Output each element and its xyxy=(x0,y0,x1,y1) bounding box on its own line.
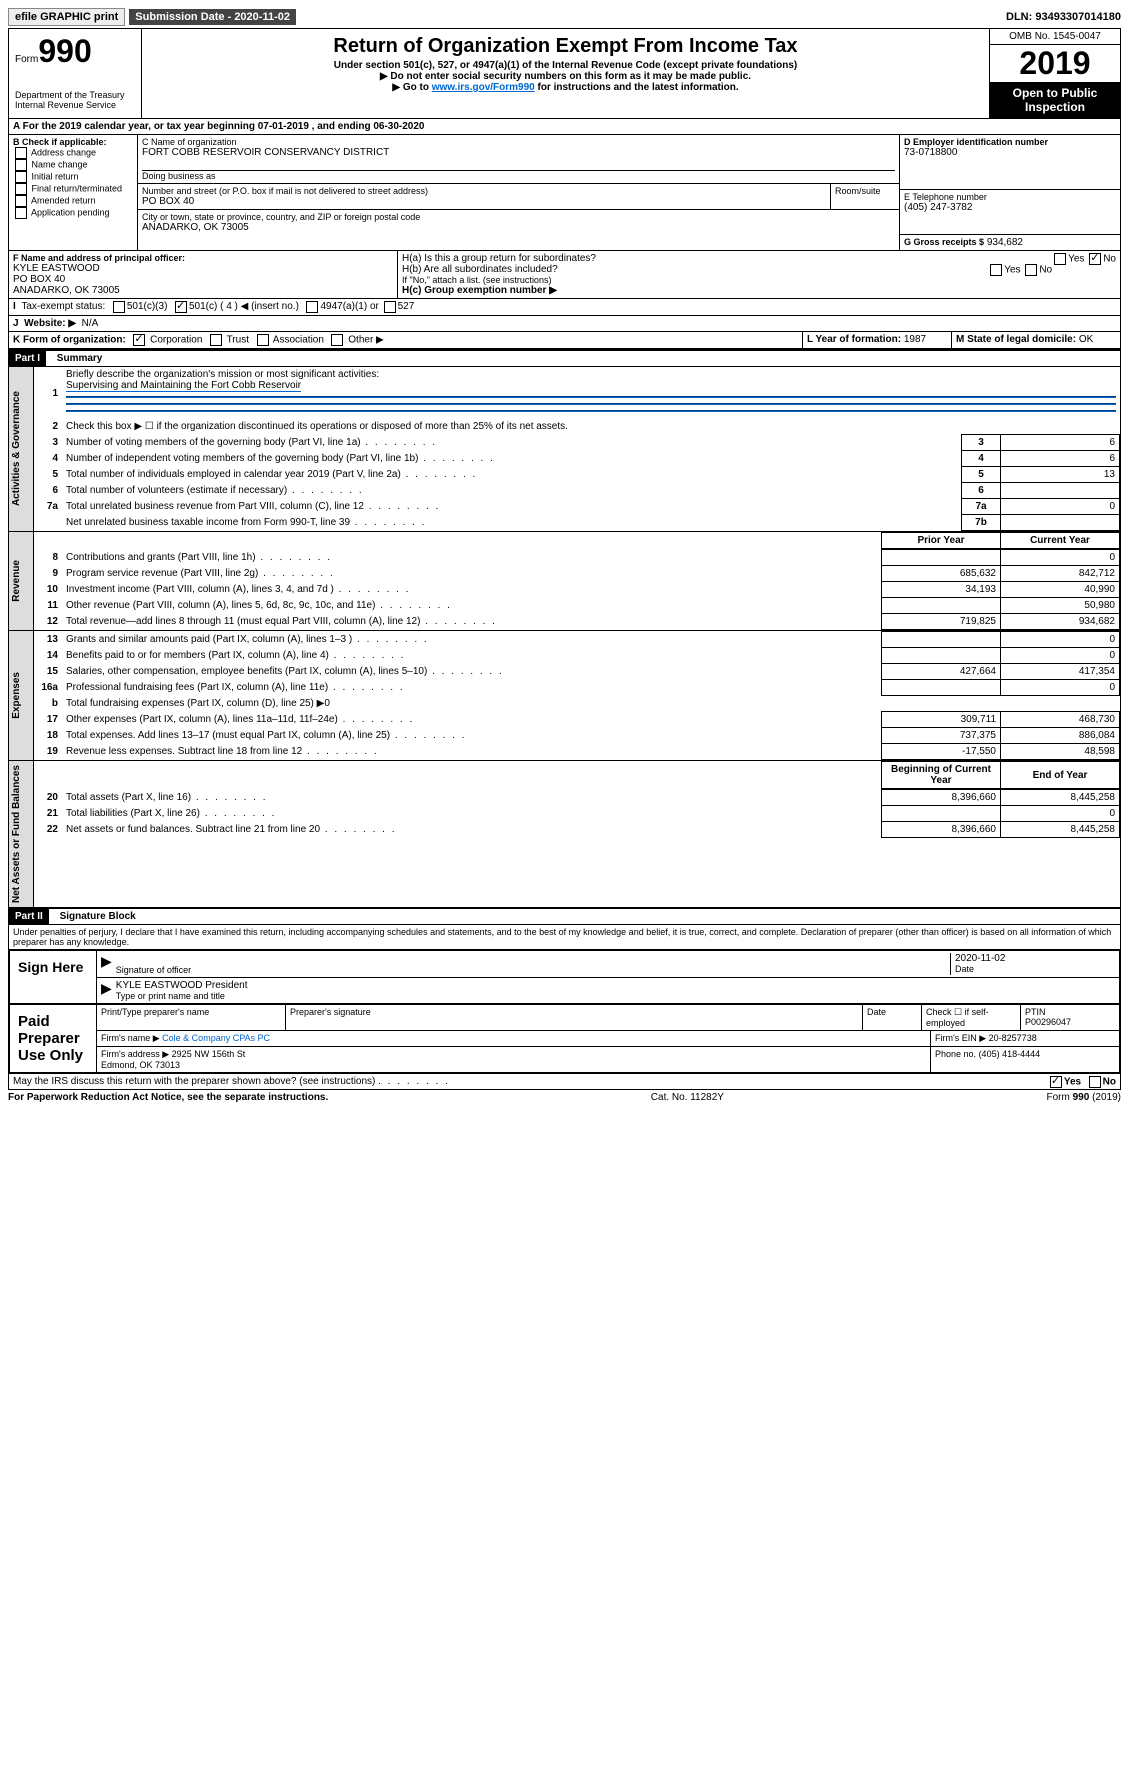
addr-label: Number and street (or P.O. box if mail i… xyxy=(142,186,826,196)
top-bar: efile GRAPHIC print Submission Date - 20… xyxy=(8,8,1121,26)
k-label: K Form of organization: xyxy=(13,335,126,346)
checkbox-initial-return: Initial return xyxy=(13,171,133,183)
form-title: Return of Organization Exempt From Incom… xyxy=(146,35,985,58)
part2-header: Part II xyxy=(9,909,49,924)
side-expenses: Expenses xyxy=(9,668,24,723)
website: N/A xyxy=(82,318,99,329)
officer-addr2: ANADARKO, OK 73005 xyxy=(13,285,393,296)
state-domicile: OK xyxy=(1079,334,1093,345)
hb-yes[interactable] xyxy=(990,264,1002,276)
hb-note: If "No," attach a list. (see instruction… xyxy=(402,275,1116,285)
checkbox-amended-return: Amended return xyxy=(13,195,133,207)
firm-name[interactable]: Cole & Company CPAs PC xyxy=(162,1033,270,1043)
discuss-no[interactable] xyxy=(1089,1076,1101,1088)
checkbox-final-return-terminated: Final return/terminated xyxy=(13,183,133,195)
officer-sig-name: KYLE EASTWOOD President xyxy=(116,980,1115,991)
e-label: E Telephone number xyxy=(904,192,1116,202)
side-net: Net Assets or Fund Balances xyxy=(9,761,24,907)
footer-left: For Paperwork Reduction Act Notice, see … xyxy=(8,1092,328,1103)
submission-date: Submission Date - 2020-11-02 xyxy=(129,9,296,25)
part2-subtitle: Signature Block xyxy=(52,911,136,922)
section-a: A For the 2019 calendar year, or tax yea… xyxy=(9,119,1120,135)
ha-no[interactable] xyxy=(1089,253,1101,265)
year-formation: 1987 xyxy=(904,334,926,345)
side-activities: Activities & Governance xyxy=(9,387,24,510)
side-revenue: Revenue xyxy=(9,556,24,606)
form-header: Form990 Department of the Treasury Inter… xyxy=(9,29,1120,119)
form-number: 990 xyxy=(38,33,91,69)
footer-form: Form 990 (2019) xyxy=(1047,1092,1121,1103)
i-label: Tax-exempt status: xyxy=(21,301,105,313)
ha-yes[interactable] xyxy=(1054,253,1066,265)
city-label: City or town, state or province, country… xyxy=(142,212,895,222)
dept-treasury: Department of the Treasury Internal Reve… xyxy=(15,90,135,110)
part1-subtitle: Summary xyxy=(49,353,103,364)
perjury-statement: Under penalties of perjury, I declare th… xyxy=(9,925,1120,949)
org-address: PO BOX 40 xyxy=(142,196,826,207)
room-label: Room/suite xyxy=(831,184,899,209)
firm-phone: (405) 418-4444 xyxy=(979,1049,1041,1059)
note-ssn: ▶ Do not enter social security numbers o… xyxy=(146,71,985,82)
form-prefix: Form xyxy=(15,54,38,65)
checkbox-address-change: Address change xyxy=(13,147,133,159)
d-label: D Employer identification number xyxy=(904,137,1116,147)
public-inspection: Open to Public Inspection xyxy=(990,82,1120,118)
hb-label: H(b) Are all subordinates included? xyxy=(402,264,558,275)
ein: 73-0718800 xyxy=(904,147,1116,158)
j-label: Website: ▶ xyxy=(24,318,76,329)
ptin: P00296047 xyxy=(1025,1017,1071,1027)
discuss-question: May the IRS discuss this return with the… xyxy=(13,1076,375,1087)
firm-ein: 20-8257738 xyxy=(989,1033,1037,1043)
tax-year: 2019 xyxy=(990,45,1120,82)
f-label: F Name and address of principal officer: xyxy=(13,253,393,263)
officer-addr1: PO BOX 40 xyxy=(13,274,393,285)
org-city: ANADARKO, OK 73005 xyxy=(142,222,895,233)
org-name: FORT COBB RESERVOIR CONSERVANCY DISTRICT xyxy=(142,147,895,158)
form-subtitle: Under section 501(c), 527, or 4947(a)(1)… xyxy=(146,60,985,71)
omb-number: OMB No. 1545-0047 xyxy=(990,29,1120,45)
dba-label: Doing business as xyxy=(142,170,895,181)
section-b-label: B Check if applicable: xyxy=(13,137,133,147)
ha-label: H(a) Is this a group return for subordin… xyxy=(402,253,596,264)
checkbox-application-pending: Application pending xyxy=(13,207,133,219)
gross-receipts: 934,682 xyxy=(987,237,1023,248)
checkbox-name-change: Name change xyxy=(13,159,133,171)
hc-label: H(c) Group exemption number ▶ xyxy=(402,285,1116,296)
c-name-label: C Name of organization xyxy=(142,137,895,147)
discuss-yes[interactable] xyxy=(1050,1076,1062,1088)
footer-cat: Cat. No. 11282Y xyxy=(651,1092,724,1103)
mission: Supervising and Maintaining the Fort Cob… xyxy=(66,380,301,392)
efile-button[interactable]: efile GRAPHIC print xyxy=(8,8,125,26)
part1-header: Part I xyxy=(9,351,46,366)
g-label: G Gross receipts $ xyxy=(904,237,984,247)
dln: DLN: 93493307014180 xyxy=(1006,11,1121,23)
officer-name: KYLE EASTWOOD xyxy=(13,263,393,274)
hb-no[interactable] xyxy=(1025,264,1037,276)
sign-here: Sign Here xyxy=(10,951,97,1003)
paid-preparer: Paid Preparer Use Only xyxy=(10,1005,97,1072)
telephone: (405) 247-3782 xyxy=(904,202,1116,213)
irs-link[interactable]: www.irs.gov/Form990 xyxy=(432,82,535,93)
